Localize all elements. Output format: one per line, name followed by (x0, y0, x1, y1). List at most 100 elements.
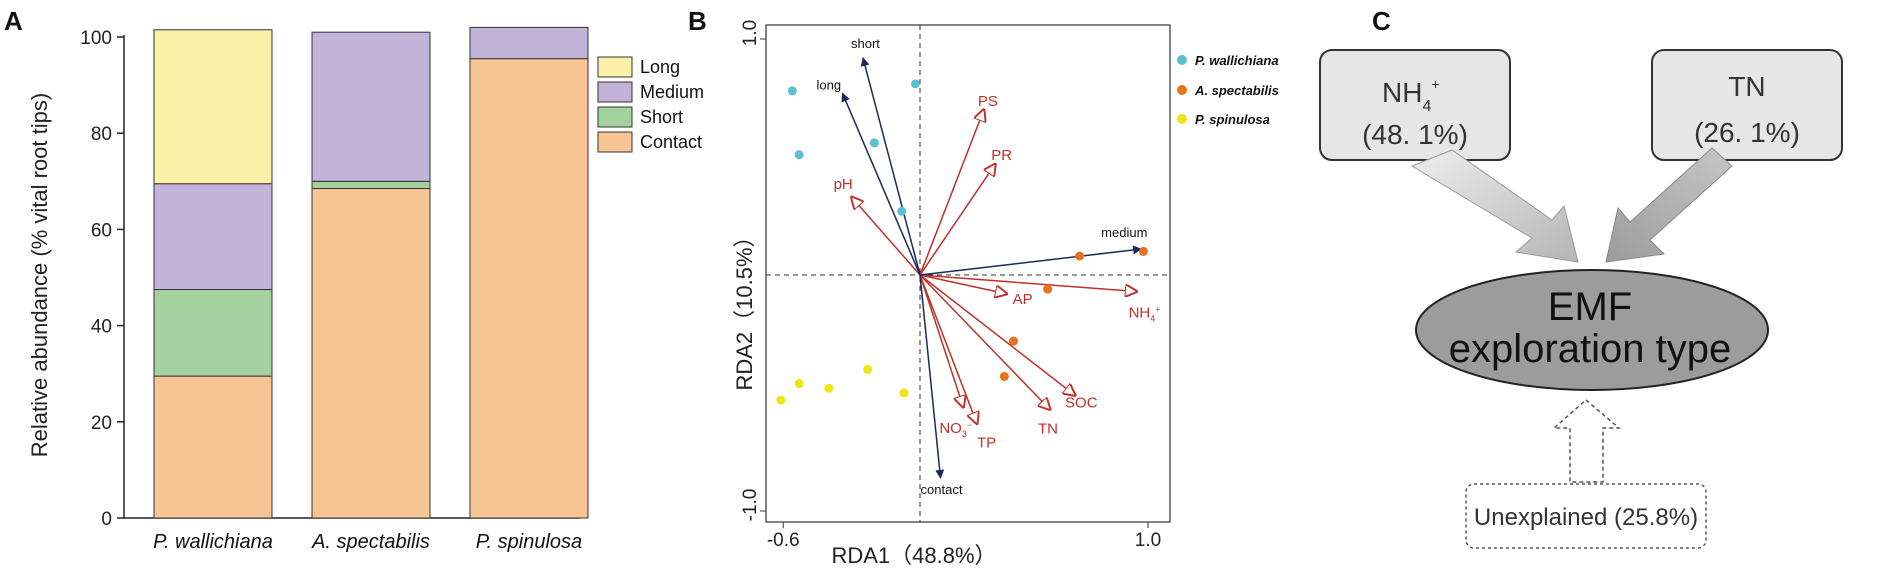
point-p-spinulosa (863, 364, 873, 374)
exploration-vector-contact (919, 274, 945, 479)
point-a-spectabilis (1138, 246, 1148, 256)
point-a-spectabilis (999, 371, 1009, 381)
nh4-box-shape (1319, 49, 1511, 161)
bar-segment-medium-a-spectabilis (311, 31, 431, 182)
y-tick-label: 40 (91, 317, 112, 338)
exploration-vector-label: short (851, 36, 880, 51)
legend-swatch-medium (597, 81, 633, 103)
env-vector-nh4 (919, 274, 1137, 292)
y-tick-label: 80 (91, 124, 112, 145)
x-tick-label: 1.0 (1135, 530, 1161, 551)
point-p-spinulosa (776, 395, 786, 405)
panel-a-legend: Long Medium Short Contact (597, 56, 704, 153)
bar-segment-contact-p-spinulosa (469, 58, 589, 519)
env-vector-label: PS (978, 93, 998, 110)
panel-a-bars: P. wallichiana A. spectabilis P. spinulosa (153, 26, 589, 553)
exploration-vector-label: medium (1101, 225, 1147, 240)
tn-box: TN (26. 1%) (1651, 49, 1843, 161)
bar-segment-contact-a-spectabilis (311, 188, 431, 519)
bar-segment-short-p-wallichiana (153, 289, 273, 377)
bar-segment-medium-p-spinulosa (469, 26, 589, 60)
env-vector-label: pH (834, 176, 853, 193)
bar-segment-short-a-spectabilis (311, 180, 431, 190)
legend-swatch-short (597, 106, 633, 128)
env-vector-tp (919, 274, 977, 424)
tn-box-value: (26. 1%) (1694, 117, 1800, 148)
bar-segment-long-p-wallichiana (153, 29, 273, 185)
emf-ellipse-line2: exploration type (1449, 327, 1731, 371)
x-category-label: P. spinulosa (476, 531, 582, 553)
env-vector-soc (919, 274, 1075, 395)
panel-c-variance-diagram: C NH4+ (48. 1%) TN (26. 1%) EMF explorat… (1319, 6, 1843, 549)
legend-dot-p-spinulosa (1177, 114, 1187, 124)
panel-b-y-axis-title: RDA2（10.5%） (732, 225, 757, 390)
env-vector-label: TP (977, 435, 996, 452)
point-a-spectabilis (1075, 251, 1085, 261)
nh4-box: NH4+ (48. 1%) (1319, 49, 1511, 161)
point-p-spinulosa (824, 383, 834, 393)
nh4-box-value: (48. 1%) (1362, 119, 1468, 150)
env-vector-ps (919, 110, 984, 276)
env-vector-pr (919, 164, 995, 276)
bar-segment-contact-p-wallichiana (153, 375, 273, 519)
y-tick-label: 60 (91, 220, 112, 241)
bar-segment-medium-p-wallichiana (153, 183, 273, 291)
x-tick-label: -0.6 (767, 530, 800, 551)
nh4-name: NH (1382, 77, 1422, 108)
legend-swatch-contact (597, 131, 633, 153)
env-vector-no3 (919, 274, 963, 407)
exploration-vector-long (841, 92, 921, 276)
env-vector-label: SOC (1065, 394, 1098, 411)
point-p-wallichiana (794, 150, 804, 160)
env-vector-label: TN (1038, 421, 1058, 438)
y-tick-label: 20 (91, 413, 112, 434)
x-category-label: P. wallichiana (153, 531, 273, 553)
panel-b-frame: -0.6 1.0 1.0 -1.0 (740, 20, 1171, 551)
exploration-vector-label: long (816, 77, 841, 92)
panel-b-legend: P. wallichiana A. spectabilis P. spinulo… (1177, 53, 1279, 127)
plot-frame (765, 24, 1171, 523)
exploration-vector-label: contact (921, 482, 963, 497)
panel-b-letter: B (688, 6, 707, 36)
y-tick-label: 100 (80, 28, 112, 49)
env-vector-ph (852, 197, 921, 276)
env-vector-label: AP (1013, 291, 1033, 308)
legend-label-p-spinulosa: P. spinulosa (1195, 112, 1270, 127)
nh4-superscript: + (1431, 76, 1439, 92)
point-a-spectabilis (1043, 284, 1053, 294)
legend-label-long: Long (640, 57, 680, 77)
env-vector-tn (919, 274, 1050, 410)
env-vector-label: PR (991, 147, 1012, 164)
point-p-spinulosa (794, 379, 804, 389)
y-tick-label: 1.0 (740, 20, 761, 46)
nh4-box-label: NH4+ (1382, 76, 1440, 115)
exploration-vector-medium (919, 245, 1143, 276)
panel-a-y-axis-title: Relative abundance (% vital root tips) (27, 93, 52, 457)
panel-c-letter: C (1372, 6, 1391, 36)
nh4-subscript: 4 (1422, 98, 1431, 115)
unexplained-arrow (1552, 399, 1622, 483)
legend-label-medium: Medium (640, 82, 704, 102)
panel-b-vectors: PS PR pH AP NH4+ SOC TN TP NO3− short long medium co… (816, 36, 1160, 497)
legend-label-a-spectabilis: A. spectabilis (1194, 83, 1279, 98)
legend-label-short: Short (640, 107, 683, 127)
nh4-to-emf-arrow (1410, 149, 1579, 263)
emf-ellipse-line1: EMF (1548, 285, 1632, 329)
unexplained-label: Unexplained (25.8%) (1474, 504, 1698, 531)
legend-dot-a-spectabilis (1177, 85, 1187, 95)
tn-box-label: TN (1728, 71, 1765, 102)
y-tick-label: 0 (101, 509, 112, 530)
x-category-label: A. spectabilis (311, 531, 430, 553)
tn-to-emf-arrow (1605, 147, 1733, 263)
point-p-spinulosa (899, 388, 909, 398)
legend-swatch-long (597, 56, 633, 78)
point-a-spectabilis (1008, 336, 1018, 346)
point-p-wallichiana (869, 138, 879, 148)
legend-label-contact: Contact (640, 132, 702, 152)
panel-b-points (776, 79, 1148, 405)
env-vector-ap (919, 274, 1007, 294)
legend-label-p-wallichiana: P. wallichiana (1195, 53, 1279, 68)
unexplained-box (1465, 483, 1707, 549)
point-p-wallichiana (787, 86, 797, 96)
